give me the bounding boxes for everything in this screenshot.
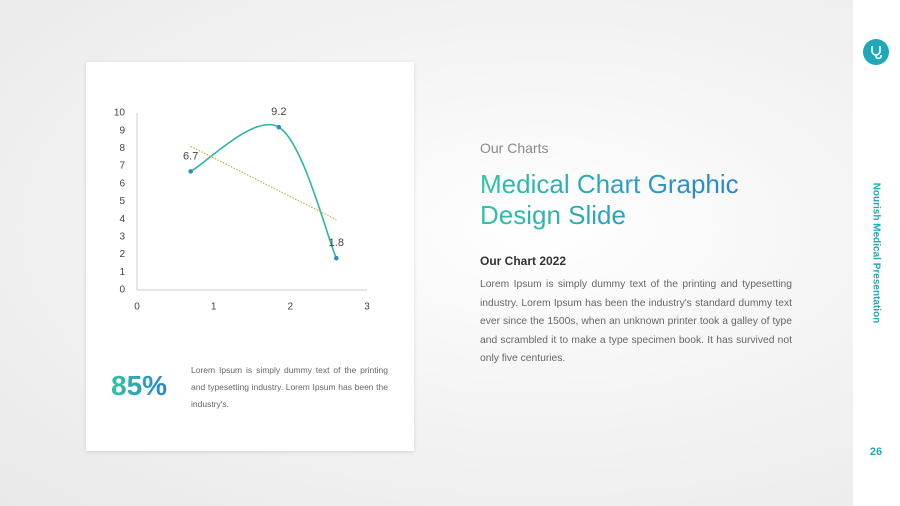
- y-tick-label: 8: [119, 143, 125, 154]
- data-label: 9.2: [271, 106, 286, 118]
- y-tick-label: 9: [119, 125, 125, 136]
- x-tick-label: 1: [211, 302, 217, 313]
- x-tick-label: 2: [288, 302, 294, 313]
- trendline: [190, 145, 337, 221]
- section-heading: Our Chart 2022: [480, 254, 567, 268]
- point: [334, 255, 339, 261]
- chart-card: [86, 62, 414, 451]
- y-tick-label: 6: [119, 178, 125, 189]
- y-tick-label: 0: [119, 285, 125, 296]
- y-tick-label: 5: [119, 196, 125, 207]
- y-tick-label: 4: [119, 214, 125, 225]
- section-body: Lorem Ipsum is simply dummy text of the …: [480, 279, 792, 364]
- y-tick-label: 2: [119, 249, 125, 260]
- stat-text: Lorem Ipsum is simply dummy text of the …: [191, 365, 388, 409]
- page-number: 26: [869, 446, 883, 458]
- line: [190, 123, 338, 259]
- sidebar: [853, 0, 900, 506]
- y-tick-label: 7: [119, 161, 125, 172]
- point: [276, 124, 282, 130]
- data-label: 6.7: [183, 150, 198, 162]
- x-tick-label: 3: [364, 302, 370, 313]
- logo-icon: [863, 39, 889, 65]
- y-tick-label: 3: [119, 232, 125, 243]
- y-tick-label: 10: [114, 108, 126, 119]
- y-tick-label: 1: [119, 267, 125, 278]
- point: [188, 169, 193, 174]
- data-label: 1.8: [329, 237, 344, 249]
- kicker: Our Charts: [480, 140, 549, 156]
- stat-value: 85%: [111, 370, 168, 401]
- x-tick-label: 0: [134, 302, 140, 313]
